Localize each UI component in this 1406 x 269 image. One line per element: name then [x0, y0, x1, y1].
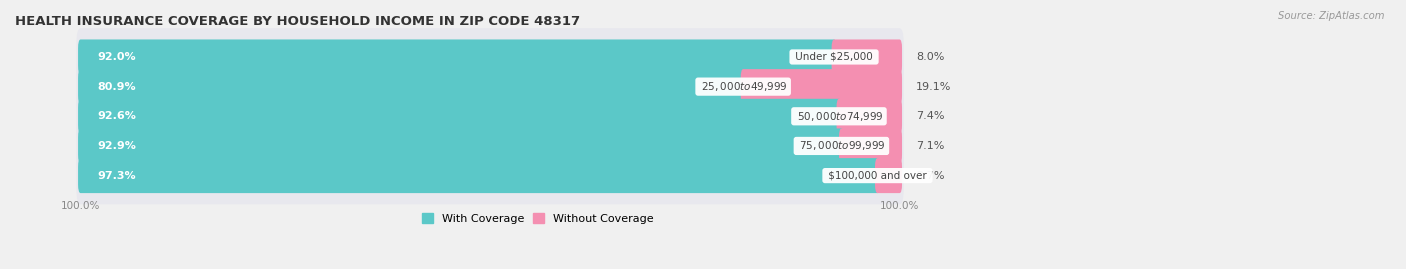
FancyBboxPatch shape — [875, 158, 903, 193]
FancyBboxPatch shape — [831, 40, 903, 75]
FancyBboxPatch shape — [79, 69, 745, 104]
FancyBboxPatch shape — [76, 28, 904, 86]
Text: 7.4%: 7.4% — [915, 111, 945, 121]
FancyBboxPatch shape — [837, 99, 903, 134]
FancyBboxPatch shape — [79, 158, 880, 193]
Text: 19.1%: 19.1% — [915, 82, 952, 92]
Text: 80.9%: 80.9% — [97, 82, 135, 92]
Text: $50,000 to $74,999: $50,000 to $74,999 — [794, 110, 884, 123]
Text: 8.0%: 8.0% — [915, 52, 945, 62]
FancyBboxPatch shape — [76, 58, 904, 115]
Text: $75,000 to $99,999: $75,000 to $99,999 — [796, 139, 887, 153]
FancyBboxPatch shape — [79, 40, 837, 75]
FancyBboxPatch shape — [76, 117, 904, 175]
FancyBboxPatch shape — [79, 99, 841, 134]
Text: 92.9%: 92.9% — [97, 141, 136, 151]
Text: 92.0%: 92.0% — [97, 52, 135, 62]
Text: $25,000 to $49,999: $25,000 to $49,999 — [697, 80, 789, 93]
Legend: With Coverage, Without Coverage: With Coverage, Without Coverage — [418, 209, 658, 228]
Text: HEALTH INSURANCE COVERAGE BY HOUSEHOLD INCOME IN ZIP CODE 48317: HEALTH INSURANCE COVERAGE BY HOUSEHOLD I… — [15, 15, 581, 28]
FancyBboxPatch shape — [839, 128, 903, 164]
Text: 97.3%: 97.3% — [97, 171, 135, 180]
FancyBboxPatch shape — [741, 69, 903, 104]
Text: 2.7%: 2.7% — [915, 171, 945, 180]
Text: 92.6%: 92.6% — [97, 111, 136, 121]
Text: $100,000 and over: $100,000 and over — [825, 171, 929, 180]
FancyBboxPatch shape — [76, 87, 904, 145]
FancyBboxPatch shape — [79, 128, 844, 164]
FancyBboxPatch shape — [76, 147, 904, 204]
Text: 7.1%: 7.1% — [915, 141, 945, 151]
Text: Under $25,000: Under $25,000 — [792, 52, 876, 62]
Text: Source: ZipAtlas.com: Source: ZipAtlas.com — [1278, 11, 1385, 21]
